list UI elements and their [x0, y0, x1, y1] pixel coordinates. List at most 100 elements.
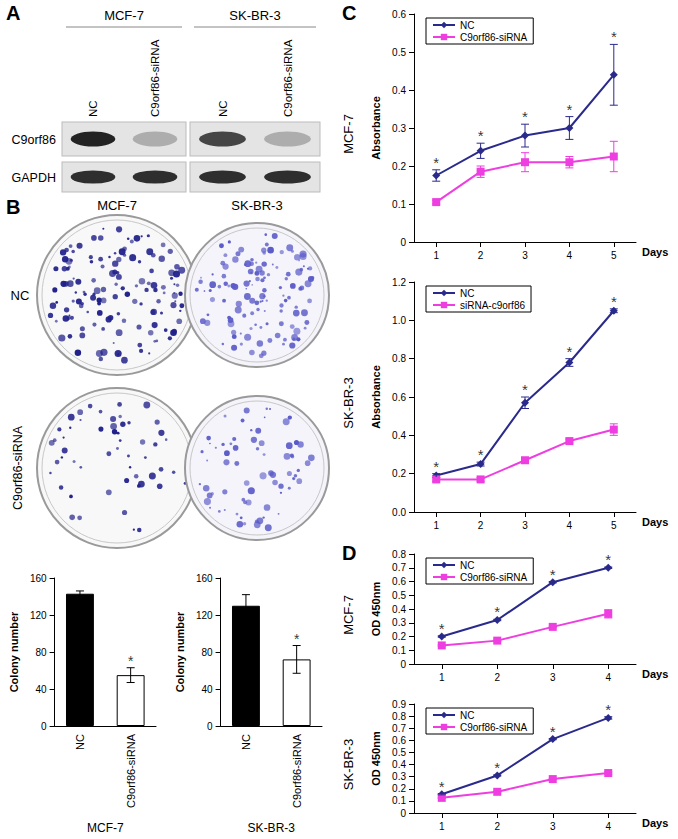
svg-text:2: 2: [478, 250, 484, 261]
svg-text:NC: NC: [217, 100, 229, 117]
svg-text:160: 160: [30, 573, 47, 584]
svg-text:*: *: [522, 381, 528, 398]
svg-text:0.6: 0.6: [392, 576, 406, 587]
svg-text:OD 450nm: OD 450nm: [370, 582, 382, 637]
svg-text:Colony number: Colony number: [8, 611, 20, 692]
svg-text:2: 2: [478, 520, 484, 531]
svg-text:3: 3: [522, 250, 528, 261]
svg-text:4: 4: [567, 250, 573, 261]
svg-text:1: 1: [433, 250, 439, 261]
svg-text:*: *: [566, 343, 572, 360]
svg-text:160: 160: [196, 573, 213, 584]
svg-text:*: *: [478, 446, 484, 463]
svg-text:80: 80: [35, 647, 47, 658]
svg-text:0.8: 0.8: [392, 711, 406, 722]
svg-text:*: *: [439, 620, 445, 637]
svg-text:0: 0: [400, 237, 406, 248]
svg-text:C9orf86-siRNA: C9orf86-siRNA: [125, 733, 137, 808]
svg-text:1: 1: [439, 821, 445, 832]
svg-text:5: 5: [611, 250, 617, 261]
svg-text:*: *: [550, 723, 556, 740]
svg-text:0.2: 0.2: [392, 783, 406, 794]
svg-text:0: 0: [400, 659, 406, 670]
svg-text:C9orf86-siRNA: C9orf86-siRNA: [11, 425, 25, 510]
svg-text:NC: NC: [240, 734, 252, 750]
svg-text:C9orf86-siRNA: C9orf86-siRNA: [460, 572, 528, 583]
svg-text:siRNA-c9orf86: siRNA-c9orf86: [460, 300, 525, 311]
svg-text:0.9: 0.9: [392, 699, 406, 710]
svg-text:80: 80: [201, 647, 213, 658]
svg-text:*: *: [294, 631, 300, 647]
svg-text:MCF-7: MCF-7: [87, 821, 124, 835]
svg-text:5: 5: [611, 520, 617, 531]
svg-text:OD 450nm: OD 450nm: [370, 731, 382, 786]
svg-text:0.6: 0.6: [392, 392, 406, 403]
svg-text:2: 2: [494, 672, 500, 683]
svg-text:3: 3: [522, 520, 528, 531]
svg-text:1: 1: [433, 520, 439, 531]
svg-text:Days: Days: [642, 516, 668, 528]
svg-text:4: 4: [605, 672, 611, 683]
svg-text:0.2: 0.2: [392, 468, 406, 479]
svg-text:0.2: 0.2: [392, 161, 406, 172]
svg-text:MCF-7: MCF-7: [97, 198, 137, 213]
svg-text:MCF-7: MCF-7: [341, 114, 356, 154]
svg-text:SK-BR-3: SK-BR-3: [229, 8, 280, 23]
svg-text:NC: NC: [460, 20, 474, 31]
svg-text:4: 4: [605, 821, 611, 832]
svg-text:0.6: 0.6: [392, 9, 406, 20]
svg-text:NC: NC: [11, 288, 30, 303]
svg-text:MCF-7: MCF-7: [104, 8, 144, 23]
svg-text:NC: NC: [460, 560, 474, 571]
svg-text:*: *: [611, 293, 617, 310]
svg-text:*: *: [494, 759, 500, 776]
svg-text:0: 0: [41, 721, 47, 732]
svg-text:4: 4: [567, 520, 573, 531]
svg-text:0.8: 0.8: [392, 549, 406, 560]
svg-text:0.3: 0.3: [392, 123, 406, 134]
svg-text:NC: NC: [87, 100, 99, 117]
svg-text:*: *: [439, 778, 445, 795]
svg-text:0.0: 0.0: [392, 507, 406, 518]
svg-text:NC: NC: [460, 710, 474, 721]
svg-text:0.8: 0.8: [392, 353, 406, 364]
svg-text:C9orf86-siRNA: C9orf86-siRNA: [149, 39, 161, 117]
svg-text:0.7: 0.7: [392, 562, 406, 573]
svg-text:0.4: 0.4: [392, 85, 406, 96]
svg-text:*: *: [478, 127, 484, 144]
svg-text:SK-BR-3: SK-BR-3: [248, 821, 296, 835]
svg-text:0.1: 0.1: [392, 795, 406, 806]
svg-text:SK-BR-3: SK-BR-3: [341, 377, 356, 428]
svg-text:1: 1: [439, 672, 445, 683]
svg-text:MCF-7: MCF-7: [341, 595, 356, 635]
svg-text:*: *: [433, 154, 439, 171]
svg-text:0.4: 0.4: [392, 604, 406, 615]
svg-text:C9orf86: C9orf86: [12, 133, 57, 147]
svg-text:0.2: 0.2: [392, 631, 406, 642]
svg-text:*: *: [611, 28, 617, 45]
svg-text:0.7: 0.7: [392, 723, 406, 734]
svg-text:120: 120: [30, 610, 47, 621]
svg-text:1.2: 1.2: [392, 277, 406, 288]
svg-text:Days: Days: [642, 817, 668, 829]
svg-text:0.5: 0.5: [392, 590, 406, 601]
svg-text:*: *: [550, 566, 556, 583]
svg-text:C9orf86-siRNA: C9orf86-siRNA: [282, 39, 294, 117]
svg-text:0.1: 0.1: [392, 199, 406, 210]
svg-text:*: *: [522, 108, 528, 125]
svg-text:C9orf86-siRNA: C9orf86-siRNA: [291, 733, 303, 808]
svg-text:1.0: 1.0: [392, 315, 406, 326]
svg-text:*: *: [566, 101, 572, 118]
svg-text:Absorbance: Absorbance: [370, 365, 382, 429]
svg-text:*: *: [128, 653, 134, 669]
svg-text:0: 0: [207, 721, 213, 732]
svg-text:3: 3: [550, 672, 556, 683]
svg-text:40: 40: [201, 684, 213, 695]
svg-text:3: 3: [550, 821, 556, 832]
svg-text:Days: Days: [642, 668, 668, 680]
svg-text:*: *: [433, 458, 439, 475]
svg-text:SK-BR-3: SK-BR-3: [341, 739, 356, 790]
svg-text:0.5: 0.5: [392, 47, 406, 58]
svg-text:NC: NC: [460, 288, 474, 299]
svg-text:Absorbance: Absorbance: [370, 96, 382, 160]
